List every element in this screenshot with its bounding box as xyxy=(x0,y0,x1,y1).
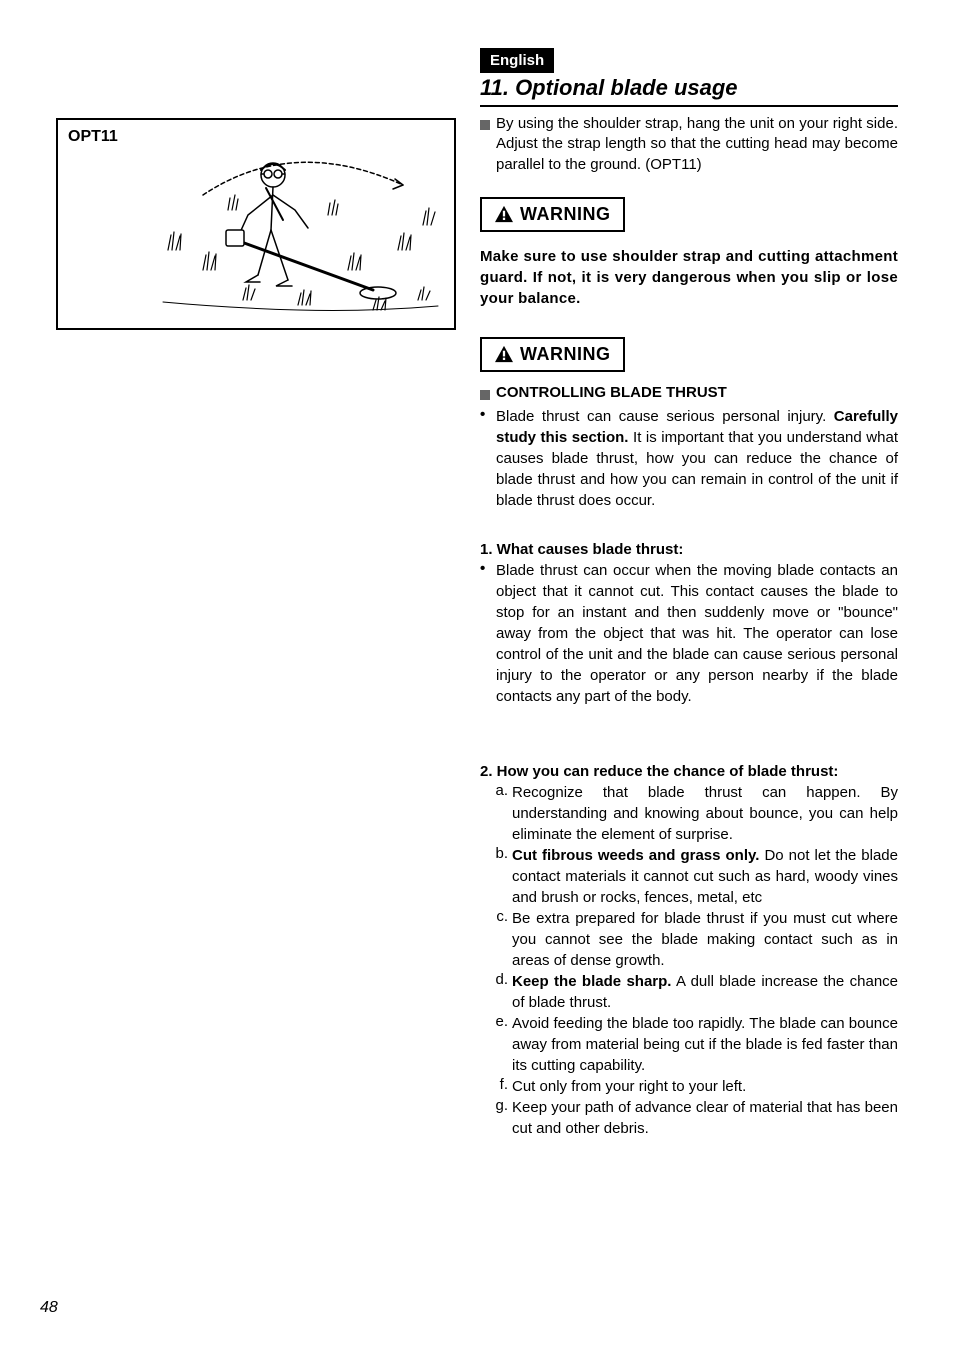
list-marker: g. xyxy=(480,1097,512,1139)
list-item: f. Cut only from your right to your left… xyxy=(480,1076,898,1097)
square-bullet-icon xyxy=(480,114,492,175)
dot-bullet-icon: • xyxy=(480,560,492,707)
list-marker: b. xyxy=(480,845,512,908)
intro-text: By using the shoulder strap, hang the un… xyxy=(492,114,898,175)
reduce-list: a. Recognize that blade thrust can happe… xyxy=(480,782,898,1139)
warning-label: WARNING xyxy=(520,204,611,225)
dot-bullet-icon: • xyxy=(480,406,492,511)
reduce-head: 2. How you can reduce the chance of blad… xyxy=(480,763,898,780)
warning-box-1: WARNING xyxy=(480,197,625,232)
list-marker: c. xyxy=(480,908,512,971)
section-title: 11. Optional blade usage xyxy=(480,75,898,107)
page-number: 48 xyxy=(40,1299,58,1317)
list-item: b. Cut fibrous weeds and grass only. Do … xyxy=(480,845,898,908)
warning-1-text: Make sure to use shoulder strap and cutt… xyxy=(480,246,898,309)
list-text: Avoid feeding the blade too rapidly. The… xyxy=(512,1013,898,1076)
list-item: g. Keep your path of advance clear of ma… xyxy=(480,1097,898,1139)
causes-bullet: • Blade thrust can occur when the moving… xyxy=(480,560,898,707)
list-marker: e. xyxy=(480,1013,512,1076)
list-text: Cut fibrous weeds and grass only. Do not… xyxy=(512,845,898,908)
left-column: OPT11 xyxy=(56,118,456,330)
list-marker: a. xyxy=(480,782,512,845)
list-strong: Keep the blade sharp. xyxy=(512,973,671,990)
list-text: Be extra prepared for blade thrust if yo… xyxy=(512,908,898,971)
figure-illustration xyxy=(148,130,448,320)
list-item: a. Recognize that blade thrust can happe… xyxy=(480,782,898,845)
language-tag: English xyxy=(480,48,554,73)
list-marker: d. xyxy=(480,971,512,1013)
list-strong: Cut fibrous weeds and grass only. xyxy=(512,847,759,864)
list-text: Cut only from your right to your left. xyxy=(512,1076,898,1097)
warning-triangle-icon xyxy=(494,205,514,223)
list-text: Keep the blade sharp. A dull blade incre… xyxy=(512,971,898,1013)
intro-paragraph: By using the shoulder strap, hang the un… xyxy=(480,114,898,175)
list-item: d. Keep the blade sharp. A dull blade in… xyxy=(480,971,898,1013)
list-marker: f. xyxy=(480,1076,512,1097)
warning-box-2: WARNING xyxy=(480,337,625,372)
right-column: By using the shoulder strap, hang the un… xyxy=(480,114,898,1139)
manual-page: English 11. Optional blade usage OPT11 xyxy=(0,0,954,1349)
controlling-bullet: • Blade thrust can cause serious persona… xyxy=(480,406,898,511)
warning-triangle-icon xyxy=(494,345,514,363)
list-item: c. Be extra prepared for blade thrust if… xyxy=(480,908,898,971)
warning-label: WARNING xyxy=(520,344,611,365)
causes-text: Blade thrust can occur when the moving b… xyxy=(492,560,898,707)
list-text: Recognize that blade thrust can happen. … xyxy=(512,782,898,845)
list-item: e. Avoid feeding the blade too rapidly. … xyxy=(480,1013,898,1076)
figure-opt11: OPT11 xyxy=(56,118,456,330)
causes-head: 1. What causes blade thrust: xyxy=(480,541,898,558)
list-text: Keep your path of advance clear of mater… xyxy=(512,1097,898,1139)
controlling-head-row: CONTROLLING BLADE THRUST xyxy=(480,384,898,404)
controlling-text: Blade thrust can cause serious personal … xyxy=(492,406,898,511)
controlling-head: CONTROLLING BLADE THRUST xyxy=(492,384,898,404)
square-bullet-icon xyxy=(480,384,492,404)
controlling-lead-a: Blade thrust can cause serious personal … xyxy=(496,408,834,425)
